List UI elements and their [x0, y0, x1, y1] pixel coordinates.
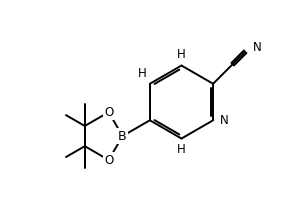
- Text: H: H: [177, 48, 186, 61]
- Text: O: O: [104, 153, 113, 167]
- Text: O: O: [104, 106, 113, 119]
- Text: N: N: [253, 41, 262, 54]
- Text: B: B: [118, 130, 127, 143]
- Text: H: H: [137, 68, 146, 80]
- Text: N: N: [220, 114, 229, 127]
- Text: H: H: [177, 143, 186, 156]
